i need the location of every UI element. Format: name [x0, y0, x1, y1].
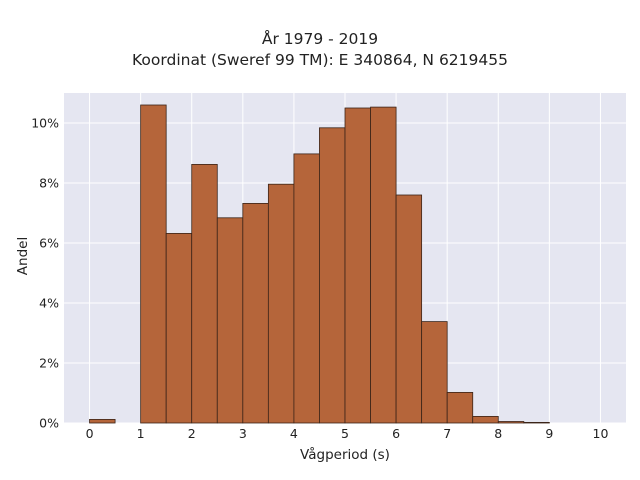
x-axis-label: Vågperiod (s): [300, 447, 390, 463]
histogram-bar: [191, 163, 218, 424]
chart-subtitle: Koordinat (Sweref 99 TM): E 340864, N 62…: [132, 51, 508, 69]
histogram-bar: [293, 153, 320, 424]
histogram-bar: [421, 321, 448, 424]
histogram-bar: [216, 217, 244, 424]
x-axis-ticks: 0 1 2 3 4 5 6 7 8 9 10: [86, 426, 609, 441]
x-tick-label: 7: [443, 426, 451, 441]
y-axis-ticks: 0% 2% 4% 6% 8% 10%: [31, 116, 59, 431]
y-tick-label: 8%: [39, 176, 59, 191]
x-tick-label: 10: [593, 426, 609, 441]
x-tick-label: 4: [290, 426, 298, 441]
x-tick-label: 3: [239, 426, 247, 441]
y-tick-label: 4%: [39, 296, 59, 311]
y-tick-label: 0%: [39, 416, 59, 431]
x-tick-label: 0: [86, 426, 94, 441]
x-tick-label: 9: [545, 426, 553, 441]
histogram-bar: [395, 194, 423, 424]
histogram-bar: [344, 107, 371, 424]
histogram-bar: [165, 232, 193, 424]
histogram-bar: [319, 127, 346, 424]
y-tick-label: 6%: [39, 236, 59, 251]
x-tick-label: 5: [341, 426, 349, 441]
chart-title: År 1979 - 2019: [261, 30, 379, 48]
y-axis-label: Andel: [15, 236, 31, 276]
histogram-bar: [89, 418, 116, 424]
histogram-bar: [267, 183, 295, 424]
histogram-bar: [242, 202, 269, 424]
histogram-bar: [370, 106, 397, 424]
y-tick-label: 2%: [39, 356, 59, 371]
histogram-bar: [446, 391, 474, 424]
x-tick-label: 2: [188, 426, 196, 441]
histogram-bar: [472, 415, 499, 424]
histogram-bar: [497, 421, 525, 424]
x-tick-label: 1: [137, 426, 145, 441]
histogram-bar: [140, 104, 167, 424]
x-tick-label: 8: [494, 426, 502, 441]
bars: [89, 104, 550, 424]
y-tick-label: 10%: [31, 116, 59, 131]
x-tick-label: 6: [392, 426, 400, 441]
histogram-bar: [523, 421, 550, 424]
